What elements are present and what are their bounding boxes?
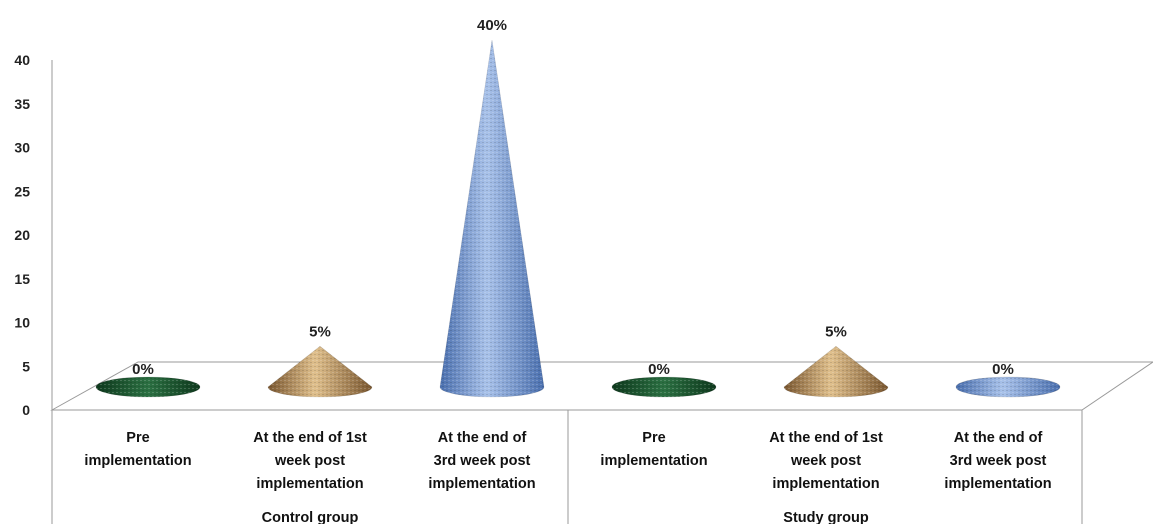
category-label-line: implementation [428,476,535,492]
category-label-line: week post [790,453,861,469]
data-labels: 0% 5% 40% 0% 5% 0% [132,17,1014,378]
category-label-line: Pre [126,430,149,446]
y-tick-label: 25 [14,183,30,199]
category-label-line: At the end of [438,430,527,446]
y-tick-label: 0 [22,402,30,418]
y-tick-label: 40 [14,52,30,68]
y-axis-ticks: 0 5 10 15 20 25 30 35 40 [14,52,30,418]
y-tick-label: 15 [14,271,30,287]
category-label-line: implementation [256,476,363,492]
category-label-line: implementation [600,453,707,469]
category-label-line: implementation [944,476,1051,492]
data-label: 40% [477,17,507,34]
data-label: 0% [992,361,1014,378]
category-label-line: At the end of 1st [253,430,367,446]
y-tick-label: 30 [14,140,30,156]
data-label: 0% [648,361,670,378]
group-label: Control group [262,510,359,524]
y-tick-label: 20 [14,227,30,243]
y-tick-label: 10 [14,315,30,331]
category-label-line: week post [274,453,345,469]
flat-disc-texture-0-0 [96,377,200,397]
data-label: 5% [825,323,847,340]
category-label-line: Pre [642,430,665,446]
category-label-line: implementation [84,453,191,469]
y-tick-label: 35 [14,96,30,112]
cone-texture-1-1 [784,346,888,397]
group-label: Study group [783,510,869,524]
flat-disc-texture-1-0 [612,377,716,397]
category-label-line: At the end of 1st [769,430,883,446]
category-labels: Pre implementation At the end of 1st week p… [84,430,1051,492]
group-labels: Control group Study group [262,510,869,524]
category-label-line: 3rd week post [950,453,1047,469]
category-label-line: At the end of [954,430,1043,446]
cone-texture-0-1 [268,346,372,397]
category-label-line: implementation [772,476,879,492]
y-tick-label: 5 [22,358,30,374]
data-label: 0% [132,361,154,378]
cone-texture-0-2 [440,40,544,397]
category-label-line: 3rd week post [434,453,531,469]
data-label: 5% [309,323,331,340]
cones [95,39,1061,398]
flat-disc-texture-1-2 [956,377,1060,397]
